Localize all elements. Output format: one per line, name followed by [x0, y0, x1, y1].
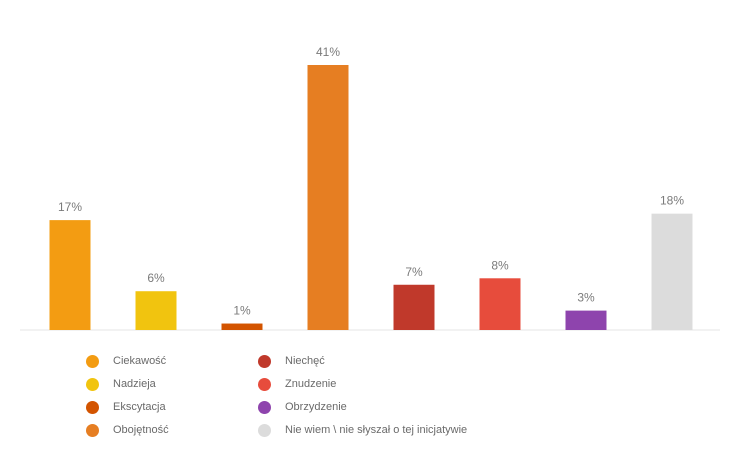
- legend-label: Obrzydzenie: [285, 401, 347, 413]
- bar-4: [307, 65, 349, 330]
- bar-chart: 17% 6% 1% 41% 7% 8% 3% 18%: [20, 45, 720, 331]
- bar-value-label: 3%: [577, 291, 595, 305]
- bar-value-label: 17%: [58, 200, 82, 214]
- legend-swatch: [258, 354, 271, 368]
- bar-6: [479, 278, 521, 330]
- legend-swatch: [258, 377, 271, 391]
- bar-value-label: 41%: [316, 45, 340, 59]
- bar-1: [49, 220, 91, 330]
- legend-item: Niechęć: [258, 352, 325, 370]
- legend-label: Nadzieja: [113, 378, 156, 390]
- legend-item: Obojętność: [86, 421, 169, 439]
- bar-value-label: 6%: [147, 271, 165, 285]
- bar-value-label: 7%: [405, 265, 423, 279]
- legend-swatch: [258, 400, 271, 414]
- legend-swatch: [86, 377, 99, 391]
- bar-value-label: 18%: [660, 194, 684, 208]
- legend-swatch: [86, 400, 99, 414]
- bar-2: [135, 291, 177, 330]
- bar-value-label: 8%: [491, 258, 509, 272]
- legend-item: Ciekawość: [86, 352, 166, 370]
- legend-item: Znudzenie: [258, 375, 336, 393]
- legend-item: Nie wiem \ nie słyszał o tej inicjatywie: [258, 421, 467, 439]
- legend-swatch: [86, 423, 99, 437]
- legend-item: Ekscytacja: [86, 398, 166, 416]
- legend-label: Ciekawość: [113, 355, 167, 367]
- bar-5: [393, 284, 435, 330]
- bar-8: [651, 213, 693, 330]
- legend-item: Obrzydzenie: [258, 398, 347, 416]
- legend-label: Ekscytacja: [113, 401, 166, 413]
- bar-3: [221, 323, 263, 330]
- legend-swatch: [258, 423, 271, 437]
- chart-legend: Ciekawość Nadzieja Ekscytacja Obojętność Nie…: [86, 352, 586, 448]
- legend-label: Znudzenie: [285, 378, 337, 390]
- bar-7: [565, 310, 607, 330]
- legend-item: Nadzieja: [86, 375, 156, 393]
- bar-value-label: 1%: [233, 304, 251, 318]
- legend-swatch: [86, 354, 99, 368]
- legend-label: Niechęć: [285, 355, 325, 367]
- legend-label: Nie wiem \ nie słyszał o tej inicjatywie: [285, 424, 468, 436]
- legend-label: Obojętność: [113, 424, 169, 436]
